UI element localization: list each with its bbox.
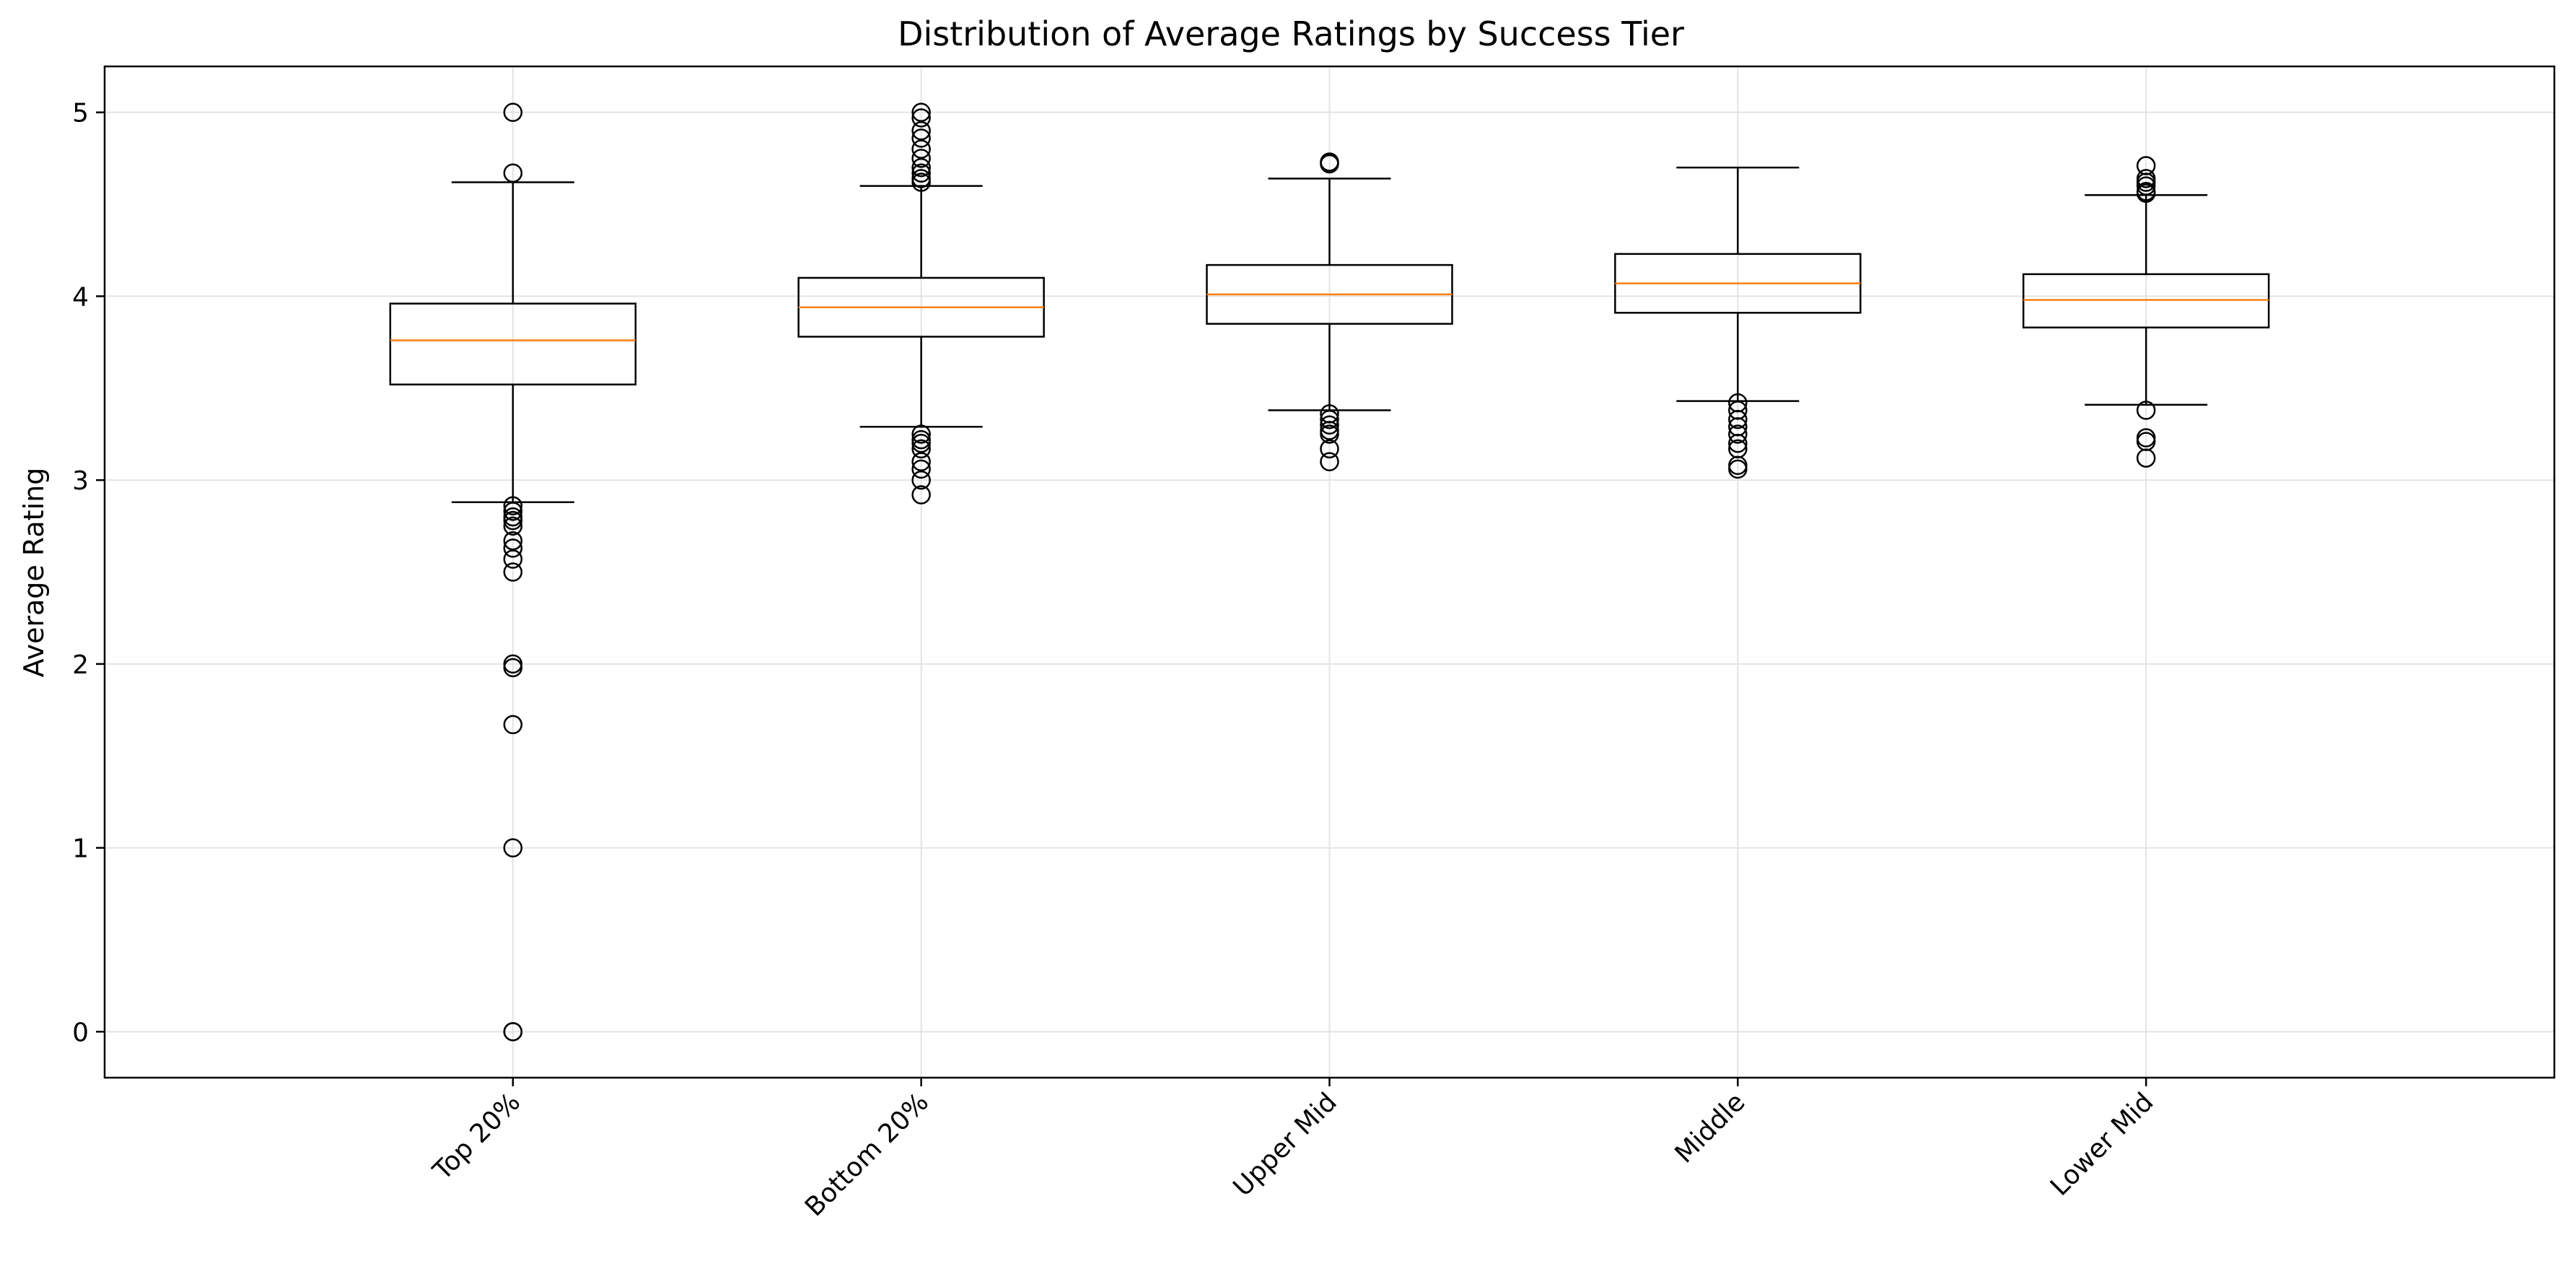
outlier-point [503,102,523,122]
outlier-point [503,658,523,678]
outlier-point [911,485,931,505]
outlier-point [1320,452,1339,471]
outlier-point [911,470,931,490]
iqr-box [2022,273,2270,328]
y-tick-label: 5 [72,99,89,128]
outlier-point [911,433,931,453]
outlier-point [2136,401,2156,420]
outlier-point [1320,439,1339,459]
outlier-point [1320,154,1339,174]
outlier-point [503,496,523,516]
outlier-point [911,102,931,122]
outlier-point [1320,415,1339,435]
outlier-point [911,452,931,471]
outlier-point [1320,409,1339,429]
outlier-point [911,459,931,479]
box-top-20 [389,102,637,1042]
box-layer [389,102,2270,1042]
outlier-point [1728,424,1748,444]
outlier-point [1728,409,1748,429]
outlier-point [2136,176,2156,196]
y-tick-label: 1 [72,834,89,864]
outlier-point [2136,183,2156,204]
outlier-point [1728,459,1748,479]
outlier-point [1728,433,1748,453]
y-axis-label: Average Rating [18,468,50,678]
outlier-point [911,128,931,148]
box-bottom-20 [797,102,1045,505]
outlier-point [911,121,931,141]
outlier-point [503,510,523,531]
iqr-box [389,302,637,385]
outlier-point [911,424,931,444]
box-lower-mid [2022,156,2270,468]
outlier-point [503,516,523,536]
outlier-point [503,531,523,551]
y-tick-label: 3 [72,466,89,496]
outlier-point [503,502,523,521]
outlier-point [911,173,931,192]
box-middle [1614,166,1862,479]
outlier-point [503,1022,523,1042]
outlier-point [911,108,931,128]
outlier-point [503,715,523,735]
outlier-point [503,562,523,582]
outlier-point [503,163,523,183]
outlier-point [2136,448,2156,468]
outlier-point [911,149,931,168]
outlier-point [503,838,523,858]
outlier-point [911,139,931,159]
outlier-point [503,538,523,558]
outlier-point [911,163,931,183]
outlier-point [911,439,931,459]
outlier-point [503,549,523,569]
y-tick-label: 2 [72,650,89,680]
outlier-point [1320,424,1339,444]
chart-title: Distribution of Average Ratings by Succe… [898,14,1684,53]
outlier-point [911,157,931,178]
plot-area-frame [103,65,2556,1079]
y-tick-label: 4 [72,282,89,312]
box-upper-mid [1206,152,1453,471]
y-tick-label: 0 [72,1018,89,1047]
